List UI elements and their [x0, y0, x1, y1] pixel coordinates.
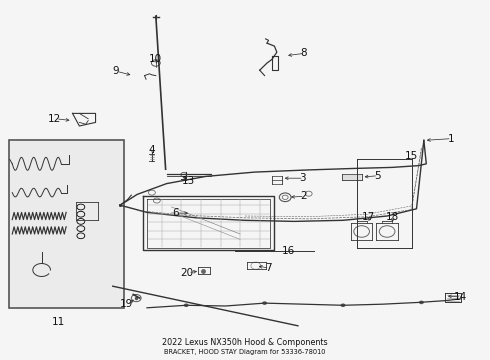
Text: 6: 6	[172, 208, 179, 218]
Text: BRACKET, HOOD STAY Diagram for 53336-78010: BRACKET, HOOD STAY Diagram for 53336-780…	[164, 349, 326, 355]
Text: 7: 7	[265, 263, 272, 273]
Text: 17: 17	[362, 212, 375, 222]
Text: 13: 13	[182, 176, 196, 186]
Circle shape	[184, 303, 189, 307]
Text: 19: 19	[120, 299, 133, 309]
Text: 1: 1	[447, 134, 454, 144]
Text: 8: 8	[300, 48, 307, 58]
Text: 2: 2	[300, 191, 307, 201]
Text: 18: 18	[385, 212, 399, 222]
Text: 20: 20	[181, 268, 194, 278]
Text: 5: 5	[374, 171, 381, 181]
Text: 11: 11	[52, 317, 66, 327]
Circle shape	[341, 303, 345, 307]
Text: 12: 12	[48, 114, 62, 124]
Text: 16: 16	[281, 246, 295, 256]
Text: 3: 3	[299, 173, 306, 183]
Bar	[9, 140, 124, 308]
Circle shape	[419, 301, 424, 304]
Circle shape	[262, 301, 267, 305]
Text: 14: 14	[454, 292, 467, 302]
Text: 2022 Lexus NX350h Hood & Components: 2022 Lexus NX350h Hood & Components	[162, 338, 328, 347]
Text: 4: 4	[148, 145, 155, 156]
Text: 9: 9	[112, 66, 119, 76]
Text: 15: 15	[405, 150, 418, 161]
Text: 10: 10	[149, 54, 162, 64]
